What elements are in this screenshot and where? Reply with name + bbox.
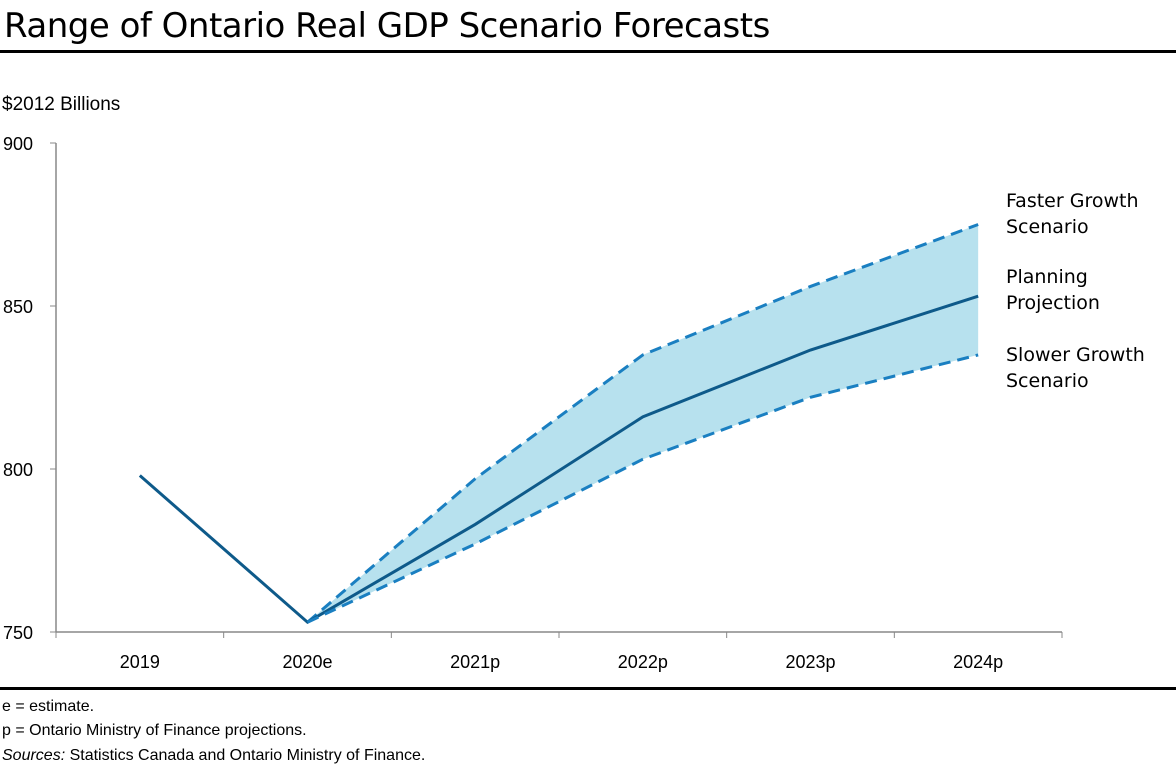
- note-estimate: e = estimate.: [2, 698, 95, 715]
- series-label-faster: Scenario: [1006, 216, 1089, 238]
- sources-label: Sources:: [2, 747, 66, 764]
- x-tick-label: 2021p: [450, 652, 500, 672]
- sources-text: Statistics Canada and Ontario Ministry o…: [65, 747, 426, 764]
- x-tick-label: 2019: [120, 652, 160, 672]
- planning-projection-line: [138, 294, 979, 625]
- note-sources: Sources: Statistics Canada and Ontario M…: [2, 747, 425, 765]
- faster-growth-line: [306, 223, 979, 624]
- title-rule: [0, 50, 1176, 53]
- y-tick-label: 800: [3, 460, 33, 480]
- x-tick-label: 2023p: [785, 652, 835, 672]
- chart-area: 750 800 850 900 2019 2020e 2021p 2022p 2023p 2024…: [3, 134, 1145, 672]
- y-axis-label: $2012 Billions: [2, 94, 121, 115]
- note-projection: p = Ontario Ministry of Finance projecti…: [2, 722, 307, 739]
- series-label-faster: Faster Growth: [1006, 190, 1139, 212]
- chart-title: Range of Ontario Real GDP Scenario Forec…: [4, 6, 770, 46]
- y-tick-label: 750: [3, 623, 33, 643]
- series-label-slower: Scenario: [1006, 370, 1089, 392]
- series-label-planning: Planning: [1006, 266, 1088, 288]
- slower-growth-line: [306, 353, 979, 624]
- series-label-slower: Slower Growth: [1006, 344, 1145, 366]
- y-tick-label: 850: [3, 297, 33, 317]
- footer-rule: [0, 687, 1176, 690]
- x-tick-label: 2020e: [282, 652, 332, 672]
- x-tick-label: 2022p: [618, 652, 668, 672]
- series-label-planning: Projection: [1006, 292, 1100, 314]
- x-tick-label: 2024p: [953, 652, 1003, 672]
- y-tick-label: 900: [3, 134, 33, 154]
